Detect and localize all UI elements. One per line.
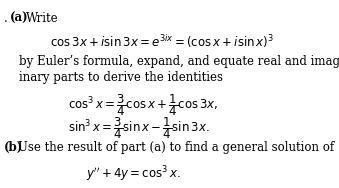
Text: (b): (b) [4,141,23,154]
Text: $y'' + 4y = \cos^3 x.$: $y'' + 4y = \cos^3 x.$ [86,164,181,183]
Text: $\sin^3 x = \dfrac{3}{4}\sin x - \dfrac{1}{4}\sin 3x.$: $\sin^3 x = \dfrac{3}{4}\sin x - \dfrac{… [68,116,210,141]
Text: Use the result of part (a) to find a general solution of: Use the result of part (a) to find a gen… [18,141,334,154]
Text: by Euler’s formula, expand, and equate real and imag-: by Euler’s formula, expand, and equate r… [19,55,339,68]
Text: inary parts to derive the identities: inary parts to derive the identities [19,71,223,84]
Text: $\cos^3 x = \dfrac{3}{4}\cos x + \dfrac{1}{4}\cos 3x,$: $\cos^3 x = \dfrac{3}{4}\cos x + \dfrac{… [68,92,218,118]
Text: Write: Write [26,12,58,25]
Text: .: . [4,12,12,25]
Text: $\cos 3x + i \sin 3x = e^{3ix} = (\cos x + i \sin x)^3$: $\cos 3x + i \sin 3x = e^{3ix} = (\cos x… [50,33,274,50]
Text: (a): (a) [10,12,29,25]
